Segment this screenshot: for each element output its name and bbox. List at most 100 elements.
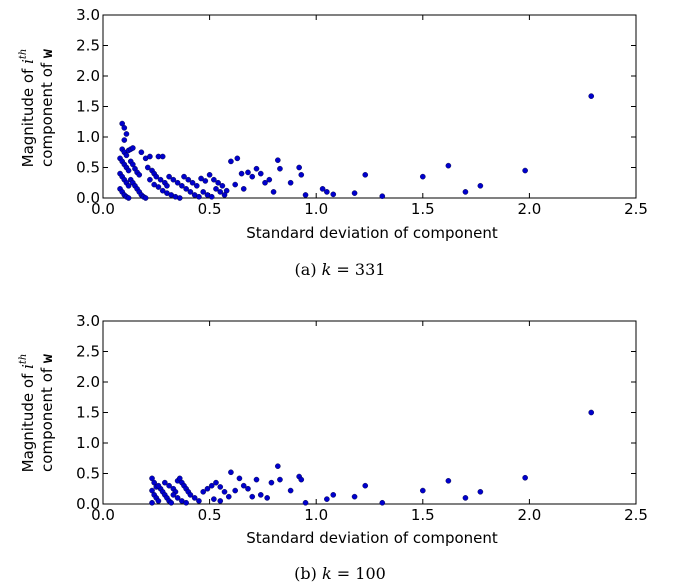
data-point bbox=[189, 179, 196, 186]
data-point bbox=[419, 173, 426, 180]
data-point bbox=[194, 182, 200, 189]
x-tick-label: 2.5 bbox=[624, 200, 648, 218]
data-point bbox=[253, 165, 260, 172]
data-point bbox=[477, 488, 484, 495]
data-point bbox=[166, 482, 172, 489]
data-point bbox=[221, 192, 228, 198]
data-point bbox=[144, 164, 151, 171]
data-point bbox=[287, 487, 294, 494]
y-tick-label: 1.0 bbox=[76, 434, 100, 452]
data-point bbox=[445, 162, 452, 169]
x-tick-label: 0.5 bbox=[198, 200, 222, 218]
data-point bbox=[204, 485, 211, 492]
x-tick-label: 2.5 bbox=[624, 506, 648, 524]
x-tick-label: 1.0 bbox=[304, 506, 328, 524]
data-point bbox=[147, 153, 153, 160]
data-point bbox=[228, 469, 234, 476]
x-tick-label: 1.5 bbox=[411, 506, 435, 524]
scatter-panel-b: 0.0 0.5 1.0 1.5 2.0 2.50.00.51.01.52.02.53.0 … bbox=[18, 312, 648, 583]
data-point bbox=[183, 499, 189, 506]
x-tick-label: 2.0 bbox=[517, 506, 541, 524]
data-point bbox=[245, 485, 251, 492]
data-point bbox=[362, 172, 369, 178]
data-point bbox=[217, 189, 224, 195]
data-point bbox=[219, 182, 226, 189]
data-point bbox=[234, 155, 241, 162]
data-point bbox=[275, 157, 281, 163]
data-point bbox=[179, 182, 185, 189]
data-point bbox=[232, 487, 238, 494]
data-point bbox=[302, 499, 309, 506]
data-point bbox=[168, 499, 175, 506]
data-point bbox=[155, 184, 162, 190]
data-point bbox=[245, 169, 251, 176]
data-point bbox=[206, 172, 213, 178]
data-point bbox=[221, 488, 228, 495]
data-point bbox=[588, 93, 595, 99]
data-point bbox=[228, 158, 234, 165]
data-point bbox=[183, 186, 189, 192]
data-point bbox=[159, 187, 166, 194]
y-tick-label: 2.5 bbox=[76, 343, 100, 361]
data-point bbox=[330, 492, 337, 498]
axis-ticks-a: 0.0 0.5 1.0 1.5 2.0 2.5 0.0 0.5 1.0 1.5 2.0 2.5 3.0 bbox=[76, 6, 648, 218]
data-point bbox=[155, 498, 162, 504]
data-point bbox=[200, 189, 207, 195]
data-point bbox=[351, 493, 358, 500]
data-point bbox=[162, 479, 168, 486]
data-point bbox=[153, 173, 160, 180]
x-tick-label: 0.0 bbox=[91, 200, 115, 218]
y-axis-label-a-line1: Magnitude of ith bbox=[18, 49, 37, 168]
data-point bbox=[166, 173, 172, 180]
data-point bbox=[208, 482, 215, 489]
y-tick-label: 0.5 bbox=[76, 465, 100, 483]
data-point bbox=[211, 176, 217, 183]
data-point bbox=[238, 170, 245, 177]
y-axis-label-b-line1: Magnitude of ith bbox=[18, 354, 37, 473]
x-tick-label: 1.0 bbox=[304, 200, 328, 218]
x-tick-label: 0.5 bbox=[198, 506, 222, 524]
data-point bbox=[249, 493, 256, 500]
data-point bbox=[200, 488, 207, 495]
data-point bbox=[151, 181, 157, 188]
x-axis-label-b: Standard deviation of component bbox=[246, 529, 498, 547]
data-points-b bbox=[149, 409, 595, 506]
data-point bbox=[181, 173, 187, 180]
y-axis-label-a-line2: component of w bbox=[38, 48, 56, 167]
data-point bbox=[319, 186, 326, 192]
y-tick-label: 0.0 bbox=[76, 189, 100, 207]
data-point bbox=[445, 478, 452, 484]
scatter-panel-a: 0.0 0.5 1.0 1.5 2.0 2.50.00.51.01.52.02.53.0 … bbox=[18, 6, 648, 279]
data-point bbox=[213, 479, 219, 486]
data-point bbox=[213, 186, 219, 192]
y-tick-label: 2.0 bbox=[76, 373, 100, 391]
data-point bbox=[236, 475, 243, 482]
plot-frame-a bbox=[102, 14, 637, 199]
data-point bbox=[257, 492, 264, 498]
data-point bbox=[588, 409, 595, 416]
data-point bbox=[170, 176, 177, 183]
data-point bbox=[130, 145, 136, 151]
x-tick-label: 1.5 bbox=[411, 200, 435, 218]
data-point bbox=[268, 479, 275, 486]
y-tick-label: 0.5 bbox=[76, 159, 100, 177]
data-point bbox=[123, 131, 130, 137]
data-point bbox=[232, 181, 238, 188]
data-point bbox=[298, 172, 305, 178]
data-point bbox=[174, 495, 181, 501]
data-point bbox=[123, 152, 130, 159]
data-point bbox=[198, 175, 204, 182]
data-point bbox=[176, 195, 183, 201]
y-tick-label: 0.0 bbox=[76, 495, 100, 513]
data-point bbox=[125, 195, 132, 201]
data-point bbox=[522, 167, 528, 174]
data-point bbox=[379, 193, 386, 199]
data-point bbox=[296, 164, 302, 171]
data-point bbox=[196, 193, 202, 200]
data-points-a bbox=[117, 93, 595, 201]
data-point bbox=[149, 499, 155, 506]
data-point bbox=[121, 137, 128, 143]
data-point bbox=[125, 182, 132, 189]
x-tick-label: 0.0 bbox=[91, 506, 115, 524]
data-point bbox=[324, 189, 330, 195]
